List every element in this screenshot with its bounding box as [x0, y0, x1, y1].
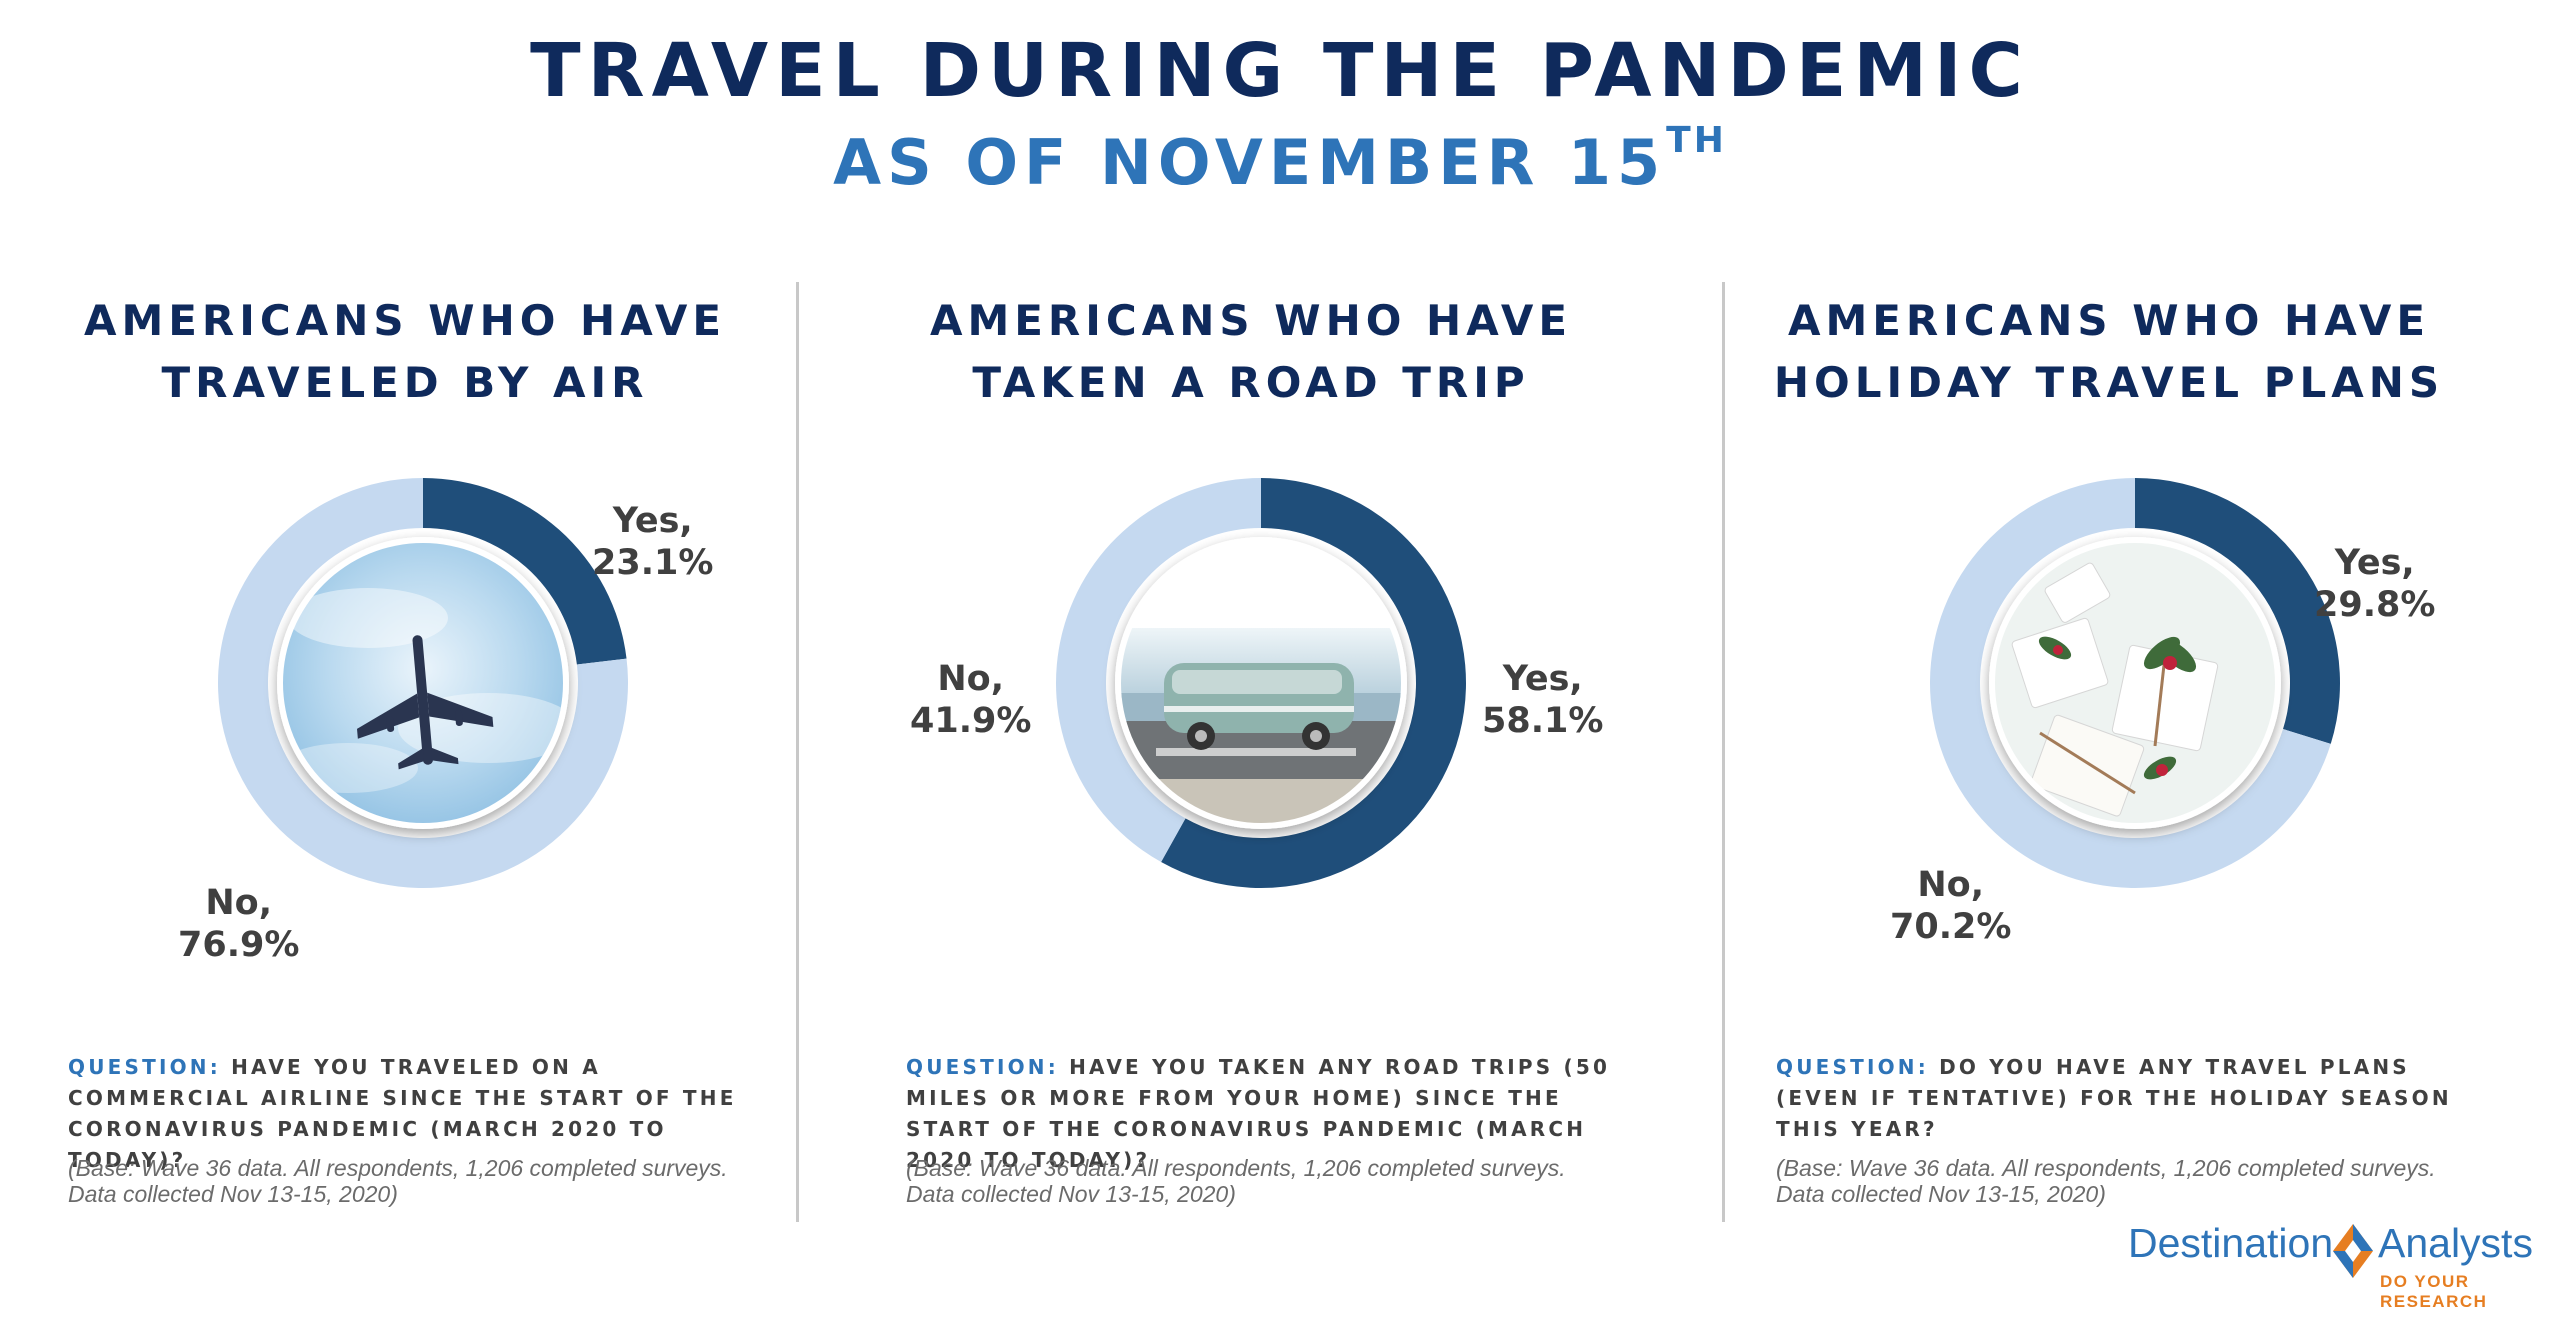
base-note: (Base: Wave 36 data. All respondents, 1,… [68, 1155, 788, 1207]
donut-segment-yes [2135, 478, 2340, 744]
label-no: No, 70.2% [1890, 864, 2011, 948]
panel-title-line: TAKEN A ROAD TRIP [972, 358, 1530, 407]
panel-title: AMERICANS WHO HAVE TRAVELED BY AIR [0, 290, 830, 414]
panel-title-line: AMERICANS WHO HAVE [929, 296, 1573, 345]
logo-tagline: DO YOUR RESEARCH [2380, 1272, 2488, 1311]
question-label: QUESTION: [1776, 1055, 1929, 1079]
question-body: HAVE YOU TRAVELED ON A COMMERCIAL AIRLIN… [68, 1055, 737, 1172]
question-text: QUESTION: HAVE YOU TRAVELED ON A COMMERC… [68, 1052, 788, 1176]
label-yes: Yes, 23.1% [592, 500, 713, 584]
base-note-line: Data collected Nov 13-15, 2020) [1776, 1181, 2106, 1207]
donut-segment-no [1056, 478, 1261, 863]
label-yes-category: Yes, [612, 501, 693, 541]
airplane-photo [283, 543, 563, 823]
subtitle-superscript: TH [1666, 120, 1727, 161]
label-no-category: No, [937, 659, 1005, 699]
label-yes-category: Yes, [1502, 659, 1583, 699]
label-no-value: 76.9% [178, 925, 300, 965]
page-title: TRAVEL DURING THE PANDEMIC [530, 28, 2030, 114]
donut-segment-yes [1161, 478, 1466, 888]
panel-title-line: TRAVELED BY AIR [161, 358, 649, 407]
base-note-line: (Base: Wave 36 data. All respondents, 1,… [1776, 1155, 2436, 1181]
question-label: QUESTION: [68, 1055, 221, 1079]
diamond-logo-icon [2333, 1224, 2373, 1278]
label-yes-value: 23.1% [592, 543, 714, 583]
question-body: HAVE YOU TAKEN ANY ROAD TRIPS (50 MILES … [906, 1055, 1611, 1172]
logo-word-destination: Destination [2128, 1220, 2334, 1266]
label-yes: Yes, 29.8% [2314, 542, 2435, 626]
label-no-category: No, [205, 883, 273, 923]
question-body: DO YOU HAVE ANY TRAVEL PLANS (EVEN IF TE… [1776, 1055, 2452, 1141]
base-note-line: Data collected Nov 13-15, 2020) [68, 1181, 398, 1207]
donut-chart-road-trip [1056, 478, 1466, 888]
question-text: QUESTION: DO YOU HAVE ANY TRAVEL PLANS (… [1776, 1052, 2496, 1145]
base-note: (Base: Wave 36 data. All respondents, 1,… [906, 1155, 1626, 1207]
panel-title-line: AMERICANS WHO HAVE [1787, 296, 2431, 345]
destination-analysts-logo: Destination Analysts DO YOUR RESEARCH [2128, 1220, 2548, 1311]
donut-chart-holiday [1930, 478, 2340, 888]
question-text: QUESTION: HAVE YOU TAKEN ANY ROAD TRIPS … [906, 1052, 1626, 1176]
label-yes-category: Yes, [2334, 543, 2415, 583]
panel-air-travel: AMERICANS WHO HAVE TRAVELED BY AIR [0, 0, 850, 1319]
panel-title: AMERICANS WHO HAVE TAKEN A ROAD TRIP [826, 290, 1676, 414]
panel-road-trip: AMERICANS WHO HAVE TAKEN A ROAD TRIP [846, 0, 1696, 1319]
label-no-category: No, [1917, 865, 1985, 905]
page-subtitle: AS OF NOVEMBER 15TH [0, 120, 2560, 199]
subtitle-text: AS OF NOVEMBER 15 [833, 126, 1667, 199]
base-note-line: Data collected Nov 13-15, 2020) [906, 1181, 1236, 1207]
logo-word-analysts: Analysts [2378, 1220, 2533, 1266]
panel-holiday-travel: AMERICANS WHO HAVE HOLIDAY TRAVEL PLANS [1712, 0, 2560, 1319]
donut-chart-air [218, 478, 628, 888]
base-note-line: (Base: Wave 36 data. All respondents, 1,… [68, 1155, 728, 1181]
base-note-line: (Base: Wave 36 data. All respondents, 1,… [906, 1155, 1566, 1181]
gift-boxes-photo [1995, 543, 2275, 823]
airplane-icon [357, 635, 494, 770]
label-yes: Yes, 58.1% [1482, 658, 1603, 742]
panel-title-line: HOLIDAY TRAVEL PLANS [1773, 358, 2445, 407]
donut-segment-yes [423, 478, 627, 665]
base-note: (Base: Wave 36 data. All respondents, 1,… [1776, 1155, 2496, 1207]
panel-title: AMERICANS WHO HAVE HOLIDAY TRAVEL PLANS [1684, 290, 2534, 414]
camper-van-icon [1164, 663, 1354, 750]
label-yes-value: 58.1% [1482, 701, 1604, 741]
column-divider [796, 282, 799, 1222]
question-label: QUESTION: [906, 1055, 1059, 1079]
label-yes-value: 29.8% [2314, 585, 2436, 625]
label-no: No, 76.9% [178, 882, 299, 966]
label-no-value: 41.9% [910, 701, 1032, 741]
panel-title-line: AMERICANS WHO HAVE [83, 296, 727, 345]
column-divider [1722, 282, 1725, 1222]
label-no-value: 70.2% [1890, 907, 2012, 947]
label-no: No, 41.9% [910, 658, 1031, 742]
